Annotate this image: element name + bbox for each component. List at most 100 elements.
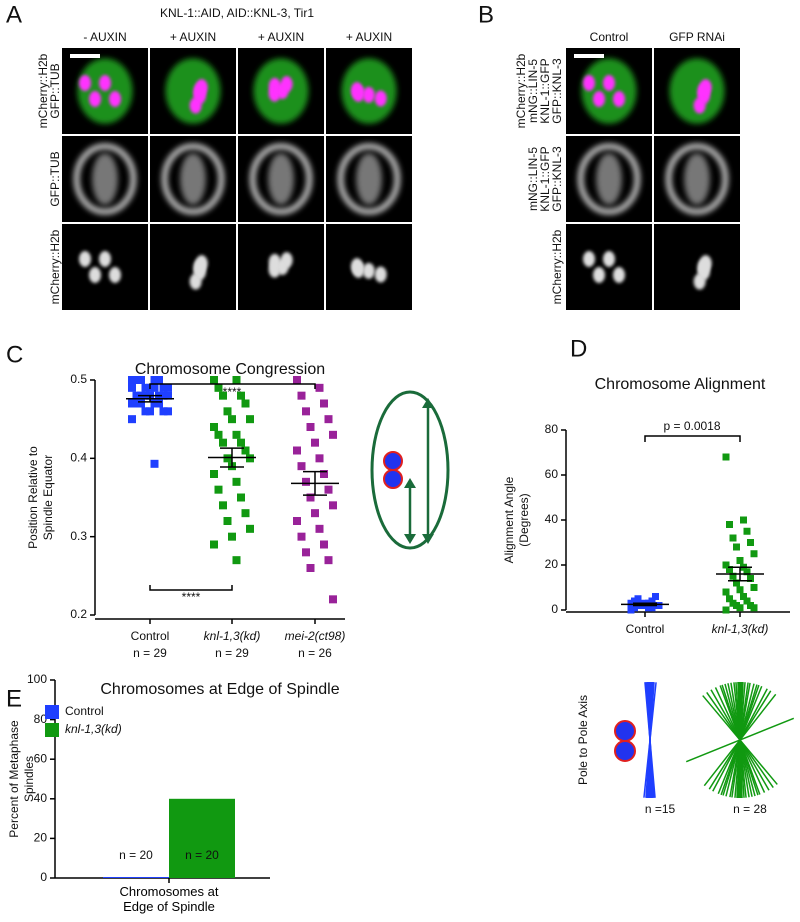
data-point <box>293 517 301 525</box>
micrograph <box>150 224 236 310</box>
data-point <box>232 430 241 439</box>
chromosome <box>352 261 365 278</box>
spindle <box>268 153 294 205</box>
micrograph <box>654 48 740 134</box>
row-label: GFP::TUB <box>48 63 62 118</box>
data-point <box>750 584 758 591</box>
spindle <box>337 143 401 215</box>
micrograph <box>566 136 652 222</box>
data-point <box>141 407 150 416</box>
data-point <box>722 561 730 569</box>
column-label: + AUXIN <box>170 30 216 44</box>
column-label: + AUXIN <box>346 30 392 44</box>
data-point <box>315 383 324 392</box>
data-point <box>743 597 751 605</box>
data-point <box>246 454 254 463</box>
chromosome <box>99 75 111 91</box>
chromosome-icon <box>614 720 636 762</box>
spindle <box>684 153 710 205</box>
data-point <box>329 430 337 439</box>
chromosome <box>374 90 387 107</box>
panel-label: A <box>6 1 22 28</box>
micrograph <box>238 48 324 134</box>
annotation: p = 0.0018 <box>663 419 720 433</box>
chromosome <box>280 252 293 269</box>
chromosome <box>613 91 625 107</box>
chromosome <box>613 267 625 283</box>
data-point <box>324 556 333 565</box>
chromosome <box>362 262 375 279</box>
y-tick-label: 80 <box>34 712 48 726</box>
n-label: n = 29 <box>133 646 167 660</box>
data-point <box>320 399 328 408</box>
data-point <box>228 532 236 541</box>
micrograph-bg <box>654 224 740 310</box>
data-point <box>722 588 730 596</box>
micrograph <box>326 136 412 222</box>
data-point <box>150 459 159 468</box>
rose-axis-label: Pole to Pole Axis <box>576 695 590 785</box>
data-point <box>302 477 310 486</box>
data-point <box>293 446 301 455</box>
chromosome <box>79 251 91 267</box>
data-point <box>750 550 758 558</box>
chromosome <box>193 259 206 276</box>
data-point <box>302 548 310 557</box>
data-point <box>655 602 663 609</box>
micrograph <box>62 224 148 310</box>
data-point <box>155 376 163 384</box>
y-axis-label: Position Relative to <box>26 446 40 549</box>
data-point <box>311 438 319 447</box>
bar <box>103 877 169 878</box>
data-point <box>237 391 245 400</box>
row-label: mCherry::H2b <box>48 229 62 304</box>
data-point <box>297 391 306 400</box>
data-point <box>329 501 337 510</box>
data-point <box>223 407 232 416</box>
data-point <box>232 477 241 486</box>
significance-label: **** <box>182 590 201 604</box>
chromosome <box>280 76 293 93</box>
data-point <box>241 509 250 518</box>
data-point <box>246 524 254 533</box>
chart-title: Chromosome Congression <box>135 361 325 378</box>
data-point <box>733 543 740 551</box>
row-label: mCherry::H2b <box>514 53 528 128</box>
y-tick-label: 100 <box>27 672 47 686</box>
spindle <box>356 153 382 205</box>
micrograph <box>150 48 236 134</box>
chart-title: Chromosomes at Edge of Spindle <box>100 681 339 698</box>
row-label: GFP::KNL-3 <box>550 58 564 124</box>
data-point <box>155 399 163 408</box>
data-point <box>747 539 754 546</box>
data-point <box>241 446 250 455</box>
data-point <box>241 399 250 408</box>
spindle <box>161 143 225 215</box>
spindle <box>77 58 133 124</box>
data-point <box>743 527 751 535</box>
data-point <box>722 606 730 614</box>
data-point <box>159 407 168 416</box>
data-point <box>733 579 740 587</box>
chromosome <box>593 91 605 107</box>
data-point <box>729 572 737 580</box>
x-tick-label: knl-1,3(kd) <box>204 629 261 643</box>
data-point <box>210 540 218 549</box>
data-point <box>223 454 232 463</box>
chromosome <box>189 97 202 114</box>
data-point <box>128 376 136 384</box>
error-bar <box>728 566 752 582</box>
data-point <box>128 383 136 392</box>
data-point <box>320 470 328 478</box>
data-point <box>237 438 245 447</box>
row-label: mNG::LIN-5 <box>526 59 540 123</box>
legend-label: Control <box>65 704 104 718</box>
data-point <box>750 604 758 612</box>
data-point <box>722 453 730 461</box>
significance-label: **** <box>223 385 242 399</box>
data-point <box>159 391 168 400</box>
y-tick-label: 20 <box>34 831 48 845</box>
y-tick-label: 40 <box>545 512 559 526</box>
column-label: Control <box>590 30 629 44</box>
